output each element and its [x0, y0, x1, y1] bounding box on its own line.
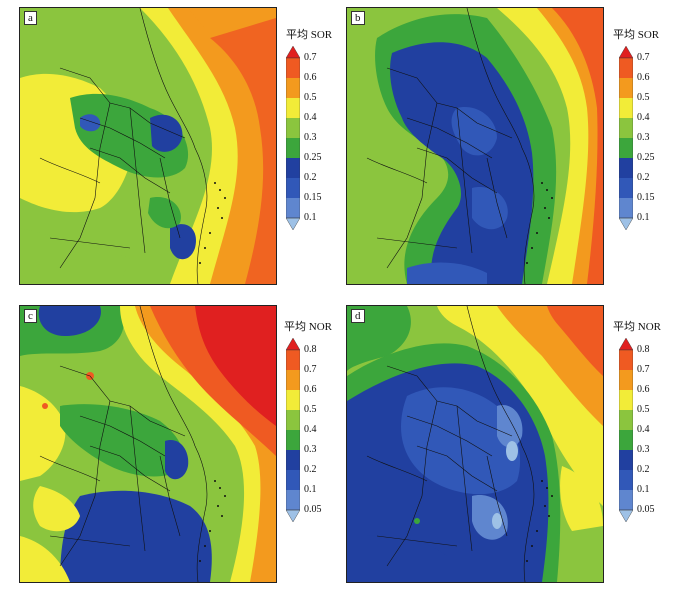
contour-map	[20, 8, 276, 284]
map-panel-a: a	[19, 7, 277, 285]
tick-label: 0.2	[304, 464, 317, 475]
tick-label: 0.6	[637, 384, 650, 395]
panel-d: d	[341, 296, 683, 589]
tick-label: 0.1	[304, 484, 317, 495]
contour-map	[347, 8, 603, 284]
colorbar	[619, 46, 633, 231]
colorbar-title: 平均 NOR	[613, 321, 661, 333]
contour-map	[20, 306, 276, 582]
colorbar	[619, 338, 633, 523]
tick-label: 0.15	[637, 192, 655, 203]
tick-label: 0.1	[637, 484, 650, 495]
tick-label: 0.8	[304, 344, 317, 355]
tick-label: 0.2	[637, 172, 650, 183]
tick-label: 0.05	[637, 504, 655, 515]
tick-label: 0.2	[304, 172, 317, 183]
tick-label: 0.3	[304, 444, 317, 455]
panel-a: a	[0, 0, 341, 294]
tick-label: 0.7	[304, 52, 317, 63]
tick-label: 0.4	[304, 424, 317, 435]
tick-label: 0.3	[637, 444, 650, 455]
tick-label: 0.8	[637, 344, 650, 355]
tick-label: 0.5	[637, 92, 650, 103]
colorbar	[286, 46, 300, 231]
panel-c: c	[0, 296, 341, 589]
tick-label: 0.1	[304, 212, 317, 223]
tick-label: 0.7	[304, 364, 317, 375]
tick-label: 0.3	[637, 132, 650, 143]
contour-map	[347, 306, 603, 582]
tick-label: 0.5	[304, 404, 317, 415]
tick-label: 0.25	[304, 152, 322, 163]
tick-label: 0.3	[304, 132, 317, 143]
colorbar-title: 平均 SOR	[613, 29, 660, 41]
tick-label: 0.05	[304, 504, 322, 515]
tick-label: 0.5	[304, 92, 317, 103]
tick-label: 0.2	[637, 464, 650, 475]
colorbar	[286, 338, 300, 523]
tick-label: 0.7	[637, 52, 650, 63]
colorbar-title: 平均 NOR	[284, 321, 332, 333]
tick-label: 0.6	[637, 72, 650, 83]
map-panel-b: b	[346, 7, 604, 285]
tick-label: 0.4	[304, 112, 317, 123]
panel-letter: d	[351, 309, 365, 323]
panel-b: b	[341, 0, 683, 294]
tick-label: 0.4	[637, 424, 650, 435]
map-panel-d: d	[346, 305, 604, 583]
tick-label: 0.15	[304, 192, 322, 203]
panel-letter: c	[24, 309, 37, 323]
tick-label: 0.6	[304, 384, 317, 395]
panel-letter: b	[351, 11, 365, 25]
panel-letter: a	[24, 11, 37, 25]
tick-label: 0.1	[637, 212, 650, 223]
tick-label: 0.6	[304, 72, 317, 83]
tick-label: 0.4	[637, 112, 650, 123]
tick-label: 0.7	[637, 364, 650, 375]
colorbar-title: 平均 SOR	[286, 29, 333, 41]
tick-label: 0.25	[637, 152, 655, 163]
map-panel-c: c	[19, 305, 277, 583]
tick-label: 0.5	[637, 404, 650, 415]
